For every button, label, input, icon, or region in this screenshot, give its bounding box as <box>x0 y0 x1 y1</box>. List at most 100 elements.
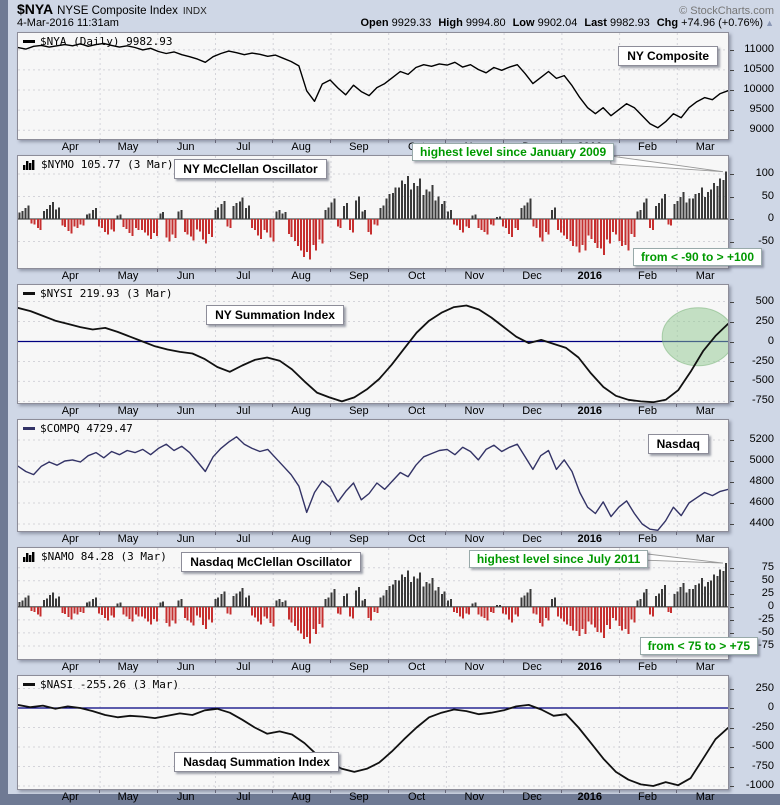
y-axis-label: -25 <box>758 612 774 625</box>
month-boundary-tick <box>329 660 331 663</box>
y-axis-tick <box>730 688 734 690</box>
month-label: Aug <box>291 405 311 417</box>
y-axis-tick <box>730 196 734 198</box>
y-axis-tick <box>730 361 734 363</box>
y-axis-label: 100 <box>755 167 774 179</box>
month-label: Aug <box>291 141 311 153</box>
y-axis-label: 11000 <box>744 42 774 55</box>
month-boundary-tick <box>676 532 678 535</box>
month-label: Feb <box>637 791 657 803</box>
label-box-nya: NY Composite <box>618 46 718 66</box>
month-label: Aug <box>291 533 311 545</box>
month-label: Feb <box>637 533 657 545</box>
month-boundary-tick <box>676 660 678 663</box>
panel-block-nasi: $NASI -255.26 (3 Mar) Nasdaq Summation In… <box>17 675 775 805</box>
y-axis-tick <box>730 482 734 483</box>
month-label: Jun <box>176 661 195 673</box>
compq-legend-label: $COMPQ 4729.47 <box>40 422 133 435</box>
y-axis-tick <box>730 110 734 112</box>
y-axis-label: 5000 <box>749 454 774 466</box>
y-axis-tick <box>730 727 734 729</box>
month-boundary-tick <box>156 404 158 407</box>
nysi-line-series <box>18 304 728 403</box>
month-label: Sep <box>349 141 369 153</box>
y-axis-label: 0 <box>767 334 774 347</box>
month-boundary-tick <box>618 532 620 535</box>
month-boundary-tick <box>676 269 678 272</box>
last-label: Last <box>584 17 607 29</box>
month-boundary-tick <box>676 140 678 143</box>
month-boundary-tick <box>329 532 331 535</box>
datetime: 4-Mar-2016 11:31am <box>17 17 119 29</box>
month-label: Mar <box>695 661 715 673</box>
month-label: Feb <box>637 405 657 417</box>
y-axis-tick <box>730 766 734 768</box>
panel-compq: $COMPQ 4729.47 Nasdaq 5200 5000 4800 4600 4400 <box>17 419 774 532</box>
y-axis-label: 75 <box>761 560 774 573</box>
month-label: Feb <box>637 141 657 153</box>
y-axis-tick <box>730 219 734 220</box>
y-axis-label: -250 <box>751 720 774 733</box>
month-label: 2016 <box>577 270 602 282</box>
month-boundary-tick <box>387 140 389 143</box>
label-box-nysi: NY Summation Index <box>206 305 344 325</box>
y-axis-tick <box>730 461 734 462</box>
month-boundary-tick <box>272 140 274 143</box>
month-boundary-tick <box>156 660 158 663</box>
namo-histogram-series <box>18 563 728 644</box>
y-axis-tick <box>730 567 734 569</box>
month-boundary-tick <box>445 404 447 407</box>
month-axis-namo: Apr May Jun Jul Aug Sep Oct Nov Dec 2016 Feb Mar <box>17 660 727 675</box>
nymo-legend: $NYMO 105.77 (3 Mar) <box>23 158 173 171</box>
y-axis-label: 50 <box>761 189 774 202</box>
panel-block-nysi: $NYSI 219.93 (3 Mar) NY Summation Index 50… <box>17 284 775 419</box>
y-axis-tick <box>730 341 734 343</box>
nya-plot <box>18 33 728 139</box>
month-label: Dec <box>522 270 542 282</box>
month-label: Apr <box>61 533 79 545</box>
month-boundary-tick <box>503 660 505 663</box>
nysi-plot <box>18 285 728 403</box>
y-axis-label: 50 <box>761 573 774 586</box>
panel-block-namo: $NAMO 84.28 (3 Mar) Nasdaq McClellan Osci… <box>17 547 775 675</box>
month-label: Dec <box>522 405 542 417</box>
month-label: Oct <box>408 270 426 282</box>
y-axis-label: 25 <box>761 586 774 599</box>
y-axis-label: 250 <box>755 314 774 327</box>
month-boundary-tick <box>387 269 389 272</box>
line-dash-icon <box>23 683 35 686</box>
y-axis-label: -500 <box>751 740 774 752</box>
month-label: Feb <box>637 661 657 673</box>
y-axis-label: 4400 <box>749 517 774 529</box>
month-axis-nymo: Apr May Jun Jul Aug Sep Oct Nov Dec 2016 Feb Mar <box>17 269 727 284</box>
month-boundary-tick <box>618 790 620 793</box>
month-label: Aug <box>291 270 311 282</box>
month-boundary-tick <box>387 790 389 793</box>
month-label: Jun <box>176 270 195 282</box>
month-label: Jul <box>236 141 251 153</box>
y-axis-label: 0 <box>767 701 774 713</box>
y-axis-label: 5200 <box>749 433 774 445</box>
month-boundary-tick <box>272 404 274 407</box>
month-label: 2016 <box>577 661 602 673</box>
month-label: Nov <box>464 661 485 673</box>
month-label: Jul <box>236 791 251 803</box>
y-axis-tick <box>730 708 734 709</box>
y-axis-tick <box>730 301 734 303</box>
chart-header: $NYA NYSE Composite Index INDX © StockChar… <box>8 0 780 32</box>
y-axis-tick <box>730 747 734 748</box>
panel-nymo: $NYMO 105.77 (3 Mar) NY McClellan Oscilla… <box>17 143 774 269</box>
month-boundary-tick <box>156 140 158 143</box>
nya-y-axis: 11000 10500 10000 9500 9000 <box>730 33 776 139</box>
label-box-namo: Nasdaq McClellan Oscillator <box>181 552 361 572</box>
chg-value: +74.96 (+0.76%) <box>681 17 764 29</box>
symbol: $NYA <box>17 1 54 17</box>
y-axis-label: 9000 <box>749 123 774 136</box>
month-axis-nasi: Apr May Jun Jul Aug Sep Oct Nov Dec 2016 Feb Mar <box>17 790 727 805</box>
panel-nysi: $NYSI 219.93 (3 Mar) NY Summation Index 50… <box>17 284 774 406</box>
annotation-note-nymo-0: highest level since January 2009 <box>412 143 615 161</box>
callout-line <box>638 552 724 564</box>
month-label: Apr <box>61 141 79 153</box>
month-axis-compq: Apr May Jun Jul Aug Sep Oct Nov Dec 2016 Feb Mar <box>17 532 727 547</box>
